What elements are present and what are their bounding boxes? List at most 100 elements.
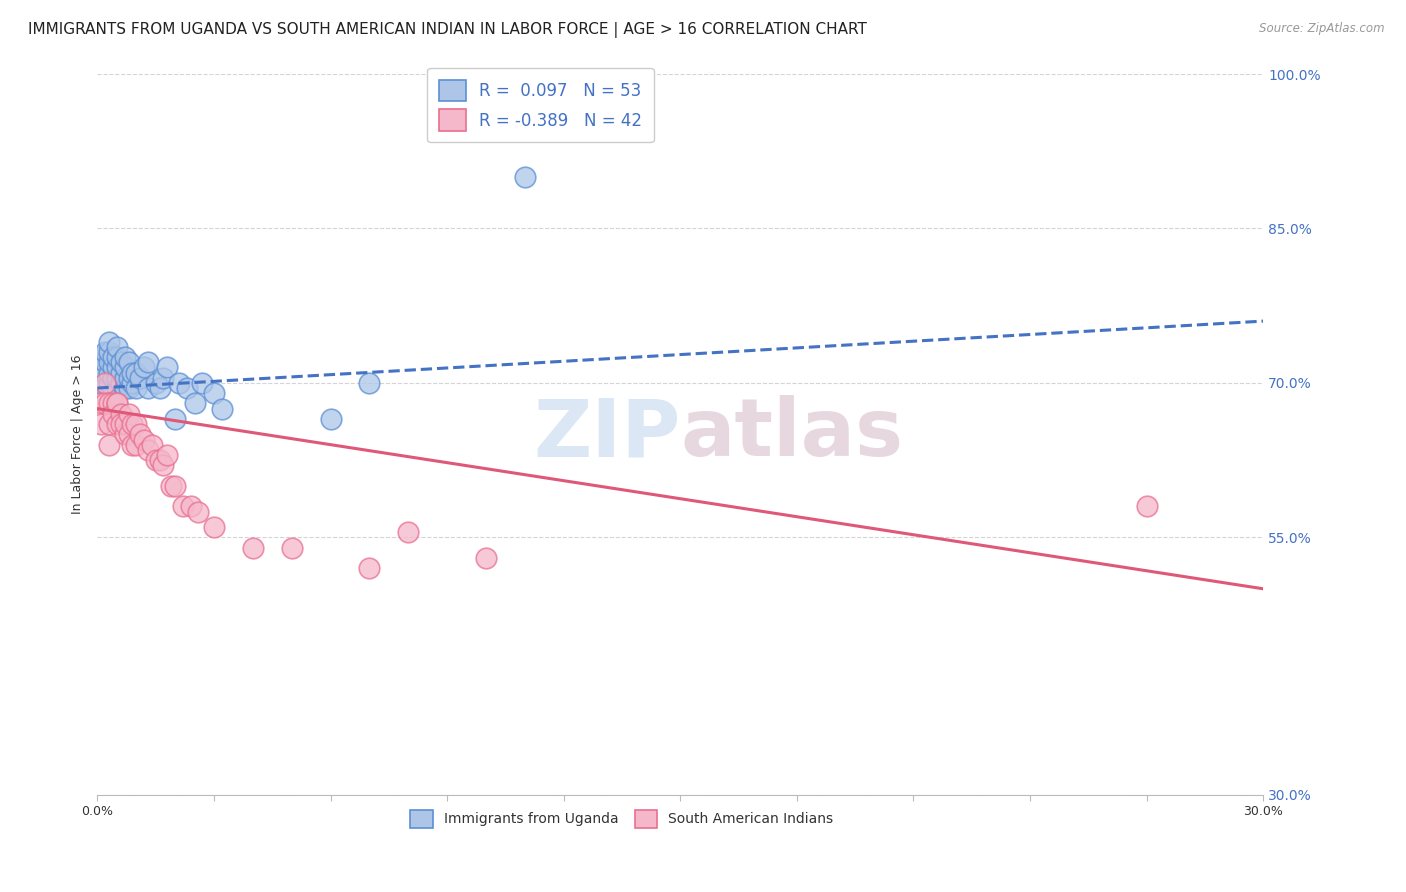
Point: [125, 437, 148, 451]
Point: [114, 350, 136, 364]
Point: [165, 479, 187, 493]
Point: [98, 417, 121, 431]
Point: [110, 407, 132, 421]
Point: [167, 376, 190, 390]
Text: Source: ZipAtlas.com: Source: ZipAtlas.com: [1260, 22, 1385, 36]
Point: [105, 396, 128, 410]
Point: [90, 350, 112, 364]
Point: [105, 396, 128, 410]
Point: [90, 396, 112, 410]
Point: [1136, 500, 1159, 514]
Point: [101, 407, 124, 421]
Point: [117, 355, 139, 369]
Point: [132, 433, 155, 447]
Point: [114, 370, 136, 384]
Point: [132, 360, 155, 375]
Point: [125, 381, 148, 395]
Point: [129, 427, 152, 442]
Point: [359, 376, 381, 390]
Point: [98, 355, 121, 369]
Point: [94, 376, 117, 390]
Point: [117, 427, 139, 442]
Point: [90, 376, 112, 390]
Point: [105, 360, 128, 375]
Y-axis label: In Labor Force | Age > 16: In Labor Force | Age > 16: [72, 355, 84, 514]
Point: [280, 541, 302, 555]
Point: [105, 370, 128, 384]
Legend: Immigrants from Uganda, South American Indians: Immigrants from Uganda, South American I…: [404, 803, 841, 835]
Point: [152, 458, 174, 473]
Point: [156, 448, 179, 462]
Point: [94, 355, 117, 369]
Point: [90, 360, 112, 375]
Point: [110, 355, 132, 369]
Point: [121, 366, 143, 380]
Point: [172, 500, 194, 514]
Point: [114, 360, 136, 375]
Point: [156, 360, 179, 375]
Point: [105, 417, 128, 431]
Point: [94, 366, 117, 380]
Point: [129, 370, 152, 384]
Point: [101, 360, 124, 375]
Point: [117, 407, 139, 421]
Point: [98, 376, 121, 390]
Point: [145, 376, 167, 390]
Point: [187, 505, 209, 519]
Point: [121, 376, 143, 390]
Point: [125, 417, 148, 431]
Point: [117, 370, 139, 384]
Text: IMMIGRANTS FROM UGANDA VS SOUTH AMERICAN INDIAN IN LABOR FORCE | AGE > 16 CORREL: IMMIGRANTS FROM UGANDA VS SOUTH AMERICAN…: [28, 22, 868, 38]
Point: [136, 442, 159, 457]
Point: [319, 412, 342, 426]
Point: [105, 381, 128, 395]
Point: [242, 541, 264, 555]
Point: [149, 453, 172, 467]
Point: [183, 396, 205, 410]
Point: [98, 334, 121, 349]
Point: [90, 417, 112, 431]
Point: [98, 396, 121, 410]
Point: [98, 345, 121, 359]
Point: [513, 169, 536, 184]
Point: [110, 417, 132, 431]
Point: [180, 500, 202, 514]
Point: [136, 355, 159, 369]
Point: [105, 350, 128, 364]
Point: [202, 386, 225, 401]
Point: [165, 412, 187, 426]
Point: [176, 381, 198, 395]
Point: [94, 345, 117, 359]
Point: [114, 381, 136, 395]
Point: [475, 550, 498, 565]
Point: [94, 396, 117, 410]
Point: [136, 381, 159, 395]
Point: [396, 525, 419, 540]
Point: [149, 381, 172, 395]
Point: [125, 366, 148, 380]
Point: [110, 376, 132, 390]
Point: [94, 376, 117, 390]
Point: [160, 479, 183, 493]
Text: ZIP: ZIP: [533, 395, 681, 474]
Point: [202, 520, 225, 534]
Point: [110, 366, 132, 380]
Point: [114, 427, 136, 442]
Point: [191, 376, 214, 390]
Point: [359, 561, 381, 575]
Point: [117, 381, 139, 395]
Point: [101, 386, 124, 401]
Point: [141, 437, 163, 451]
Point: [145, 453, 167, 467]
Point: [101, 350, 124, 364]
Point: [121, 417, 143, 431]
Point: [101, 370, 124, 384]
Point: [152, 370, 174, 384]
Text: atlas: atlas: [681, 395, 904, 474]
Point: [105, 340, 128, 354]
Point: [121, 437, 143, 451]
Point: [211, 401, 233, 416]
Point: [101, 396, 124, 410]
Point: [98, 437, 121, 451]
Point: [98, 366, 121, 380]
